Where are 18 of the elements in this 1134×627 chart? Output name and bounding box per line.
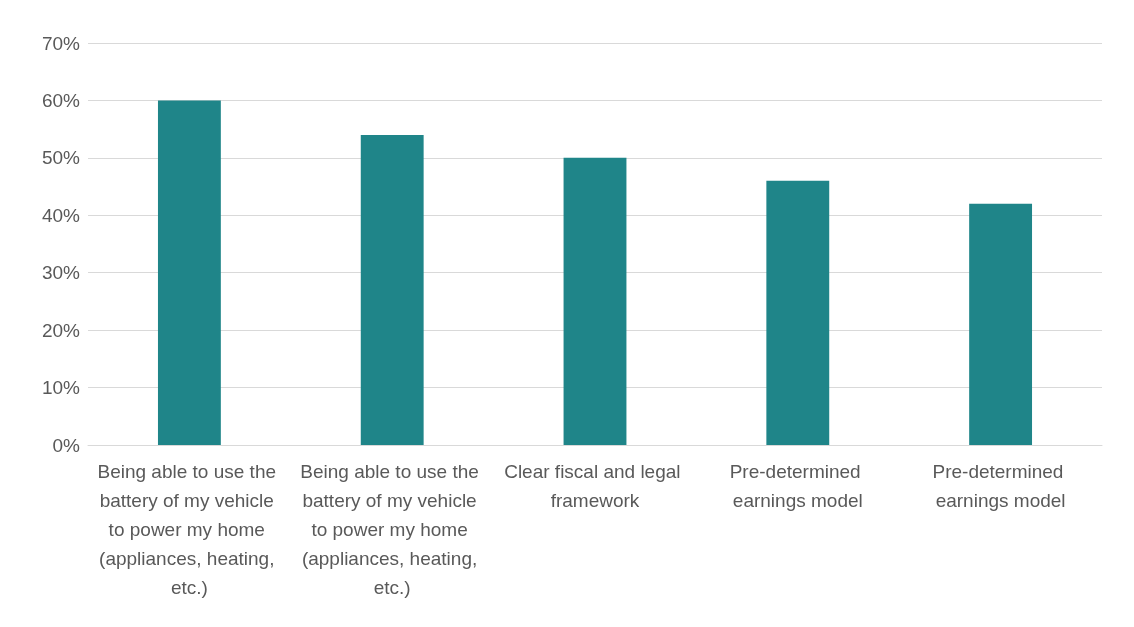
bar <box>969 203 1033 445</box>
x-tick-label: Being able to use the battery of my vehicle to power my home (appliances, heating, etc.) <box>97 461 282 598</box>
x-tick-label: Pre-determined earnings model <box>932 461 1069 511</box>
y-tick-label: 50% <box>41 147 81 169</box>
bar <box>157 100 221 445</box>
y-tick-label: 60% <box>41 89 81 111</box>
bar <box>766 180 830 445</box>
y-tick-label: 30% <box>41 262 81 284</box>
bar <box>360 134 424 445</box>
bar <box>563 157 627 445</box>
x-tick-label: Pre-determined earnings model <box>729 461 866 511</box>
y-tick-label: 0% <box>52 434 81 456</box>
y-tick-label: 10% <box>41 377 81 399</box>
y-tick-label: 20% <box>41 319 81 341</box>
x-tick-label: Being able to use the battery of my vehicle to power my home (appliances, heating, etc.) <box>300 461 485 598</box>
y-tick-label: 40% <box>41 204 81 226</box>
x-tick-label: Clear fiscal and legal framework <box>504 461 686 511</box>
y-tick-label: 70% <box>41 32 81 54</box>
